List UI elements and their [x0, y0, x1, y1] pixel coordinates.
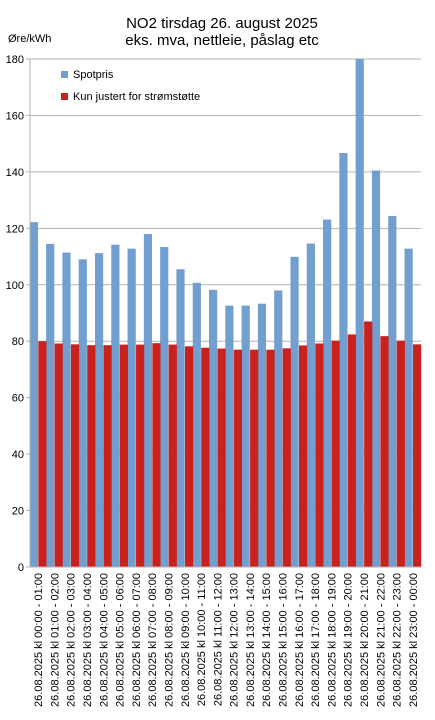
- x-tick-label: 26.08.2025 kl 23:00 - 00:00: [408, 573, 420, 707]
- x-tick-label: 26.08.2025 kl 03:00 - 04:00: [82, 573, 94, 707]
- chart-title: NO2 tirsdag 26. august 2025: [126, 15, 318, 32]
- chart-subtitle: eks. mva, nettleie, påslag etc: [125, 32, 319, 49]
- legend-swatch: [61, 71, 68, 78]
- bar-spotpris: [225, 305, 234, 567]
- bar-stromstotte: [298, 345, 308, 567]
- x-tick-label: 26.08.2025 kl 12:00 - 13:00: [229, 573, 241, 707]
- bar-stromstotte: [331, 340, 340, 567]
- x-tick-label: 26.08.2025 kl 02:00 - 03:00: [66, 573, 78, 707]
- bar-stromstotte: [266, 349, 275, 567]
- bar-stromstotte: [184, 346, 194, 567]
- bar-spotpris: [160, 246, 169, 567]
- x-tick-label: 26.08.2025 kl 04:00 - 05:00: [98, 573, 110, 707]
- bar-stromstotte: [201, 347, 210, 567]
- x-tick-label: 26.08.2025 kl 16:00 - 17:00: [294, 573, 306, 707]
- y-axis-label: Øre/kWh: [8, 33, 51, 45]
- x-tick-label: 26.08.2025 kl 00:00 - 01:00: [33, 573, 45, 707]
- bar-stromstotte: [282, 348, 291, 567]
- x-tick-label: 26.08.2025 kl 06:00 - 07:00: [131, 573, 143, 707]
- x-tick-label: 26.08.2025 kl 01:00 - 02:00: [49, 573, 61, 707]
- bar-stromstotte: [70, 344, 80, 567]
- y-tick-label: 20: [12, 506, 24, 518]
- legend-label: Kun justert for strømstøtte: [73, 91, 200, 103]
- bar-spotpris: [257, 303, 267, 567]
- y-tick-label: 160: [6, 110, 24, 122]
- bar-spotpris: [306, 243, 315, 567]
- bar-spotpris: [176, 269, 185, 567]
- legend: Spotpris Kun justert for strømstøtte: [61, 69, 200, 103]
- bar-stromstotte: [364, 321, 373, 567]
- x-tick-label: 26.08.2025 kl 07:00 - 08:00: [147, 573, 159, 707]
- x-tick-label: 26.08.2025 kl 21:00 - 22:00: [375, 573, 387, 707]
- bar-spotpris: [29, 222, 38, 567]
- axes: 0 20 40 60 80 100 120 140 160 180 26.08.2025 kl 00…: [6, 54, 421, 707]
- bar-stromstotte: [413, 344, 422, 567]
- x-tick-label: 26.08.2025 kl 19:00 - 20:00: [343, 573, 355, 707]
- y-tick-label: 100: [6, 280, 24, 292]
- y-tick-label: 120: [6, 223, 24, 235]
- bars: [29, 59, 422, 568]
- bar-stromstotte: [54, 343, 63, 567]
- y-tick-label: 180: [6, 54, 24, 66]
- bar-spotpris: [209, 289, 218, 567]
- bar-stromstotte: [119, 344, 128, 567]
- bar-spotpris: [94, 253, 104, 567]
- y-tick-label: 40: [12, 449, 24, 461]
- y-tick-label: 140: [6, 167, 24, 179]
- x-tick-label: 26.08.2025 kl 10:00 - 11:00: [196, 573, 208, 706]
- bar-spotpris: [127, 248, 136, 568]
- bar-spotpris: [192, 282, 201, 567]
- legend-swatch: [61, 93, 68, 100]
- x-tick-label: 26.08.2025 kl 18:00 - 19:00: [326, 573, 338, 707]
- x-tick-label: 26.08.2025 kl 11:00 - 12:00: [212, 573, 224, 706]
- bar-spotpris: [274, 290, 283, 567]
- x-tick-label: 26.08.2025 kl 09:00 - 10:00: [180, 573, 192, 707]
- x-tick-label: 26.08.2025 kl 13:00 - 14:00: [245, 573, 257, 707]
- x-tick-label: 26.08.2025 kl 05:00 - 06:00: [115, 573, 127, 707]
- bar-spotpris: [290, 256, 299, 567]
- x-tick-label: 26.08.2025 kl 20:00 - 21:00: [359, 573, 371, 707]
- x-tick-label: 26.08.2025 kl 08:00 - 09:00: [163, 573, 175, 707]
- bar-spotpris: [339, 152, 348, 568]
- y-tick-label: 0: [18, 562, 24, 574]
- bar-stromstotte: [250, 349, 259, 567]
- bar-stromstotte: [38, 341, 47, 567]
- bar-spotpris: [355, 59, 364, 567]
- bar-stromstotte: [396, 340, 405, 567]
- chart-title-group: NO2 tirsdag 26. august 2025 eks. mva, ne…: [125, 15, 319, 49]
- x-tick-label: 26.08.2025 kl 14:00 - 15:00: [261, 573, 273, 707]
- bar-stromstotte: [233, 349, 242, 567]
- bar-spotpris: [241, 305, 250, 567]
- bar-spotpris: [78, 259, 87, 567]
- bar-spotpris: [371, 170, 381, 567]
- bar-spotpris: [62, 252, 71, 568]
- bar-stromstotte: [380, 336, 389, 567]
- bar-spotpris: [46, 243, 55, 567]
- bar-stromstotte: [87, 345, 96, 567]
- legend-label: Spotpris: [73, 69, 114, 81]
- bar-spotpris: [143, 233, 153, 567]
- bar-stromstotte: [103, 345, 112, 567]
- bar-stromstotte: [152, 343, 161, 567]
- y-tick-label: 60: [12, 393, 24, 405]
- bar-spotpris: [388, 215, 397, 567]
- y-tick-label: 80: [12, 336, 24, 348]
- x-tick-label: 26.08.2025 kl 17:00 - 18:00: [310, 573, 322, 707]
- bar-stromstotte: [136, 344, 145, 567]
- bar-stromstotte: [168, 344, 177, 567]
- bar-spotpris: [111, 244, 120, 568]
- bar-stromstotte: [315, 343, 324, 567]
- x-tick-label: 26.08.2025 kl 22:00 - 23:00: [392, 573, 404, 707]
- bar-spotpris: [323, 219, 332, 567]
- bar-spotpris: [404, 248, 413, 568]
- x-tick-label: 26.08.2025 kl 15:00 - 16:00: [278, 573, 290, 707]
- bar-stromstotte: [217, 348, 226, 567]
- bar-stromstotte: [347, 334, 357, 567]
